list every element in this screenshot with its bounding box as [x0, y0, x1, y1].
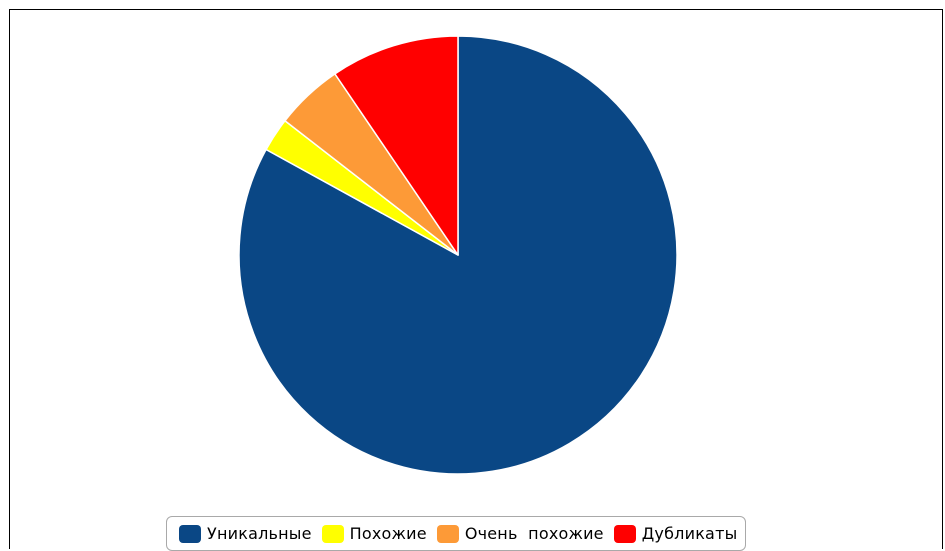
legend-label-1: Уникальные — [207, 524, 312, 543]
chart-frame: Уникальные Похожие Очень похожие Дубликаты — [9, 9, 943, 551]
legend-swatch-3 — [436, 524, 459, 543]
legend-label-2: Похожие — [349, 524, 427, 543]
legend-item-3[interactable]: Очень похожие — [436, 524, 604, 543]
legend-item-2[interactable]: Похожие — [321, 524, 427, 543]
legend-label-4: Дубликаты — [641, 524, 738, 543]
legend-item-4[interactable]: Дубликаты — [613, 524, 738, 543]
legend-swatch-4 — [613, 524, 636, 543]
legend-swatch-2 — [321, 524, 344, 543]
legend-item-1[interactable]: Уникальные — [179, 524, 312, 543]
pie-slice-4[interactable] — [334, 35, 459, 256]
legend: Уникальные Похожие Очень похожие Дубликаты — [166, 516, 747, 551]
legend-label-3: Очень похожие — [464, 524, 604, 543]
pie-chart — [238, 35, 678, 475]
legend-swatch-1 — [179, 524, 201, 543]
